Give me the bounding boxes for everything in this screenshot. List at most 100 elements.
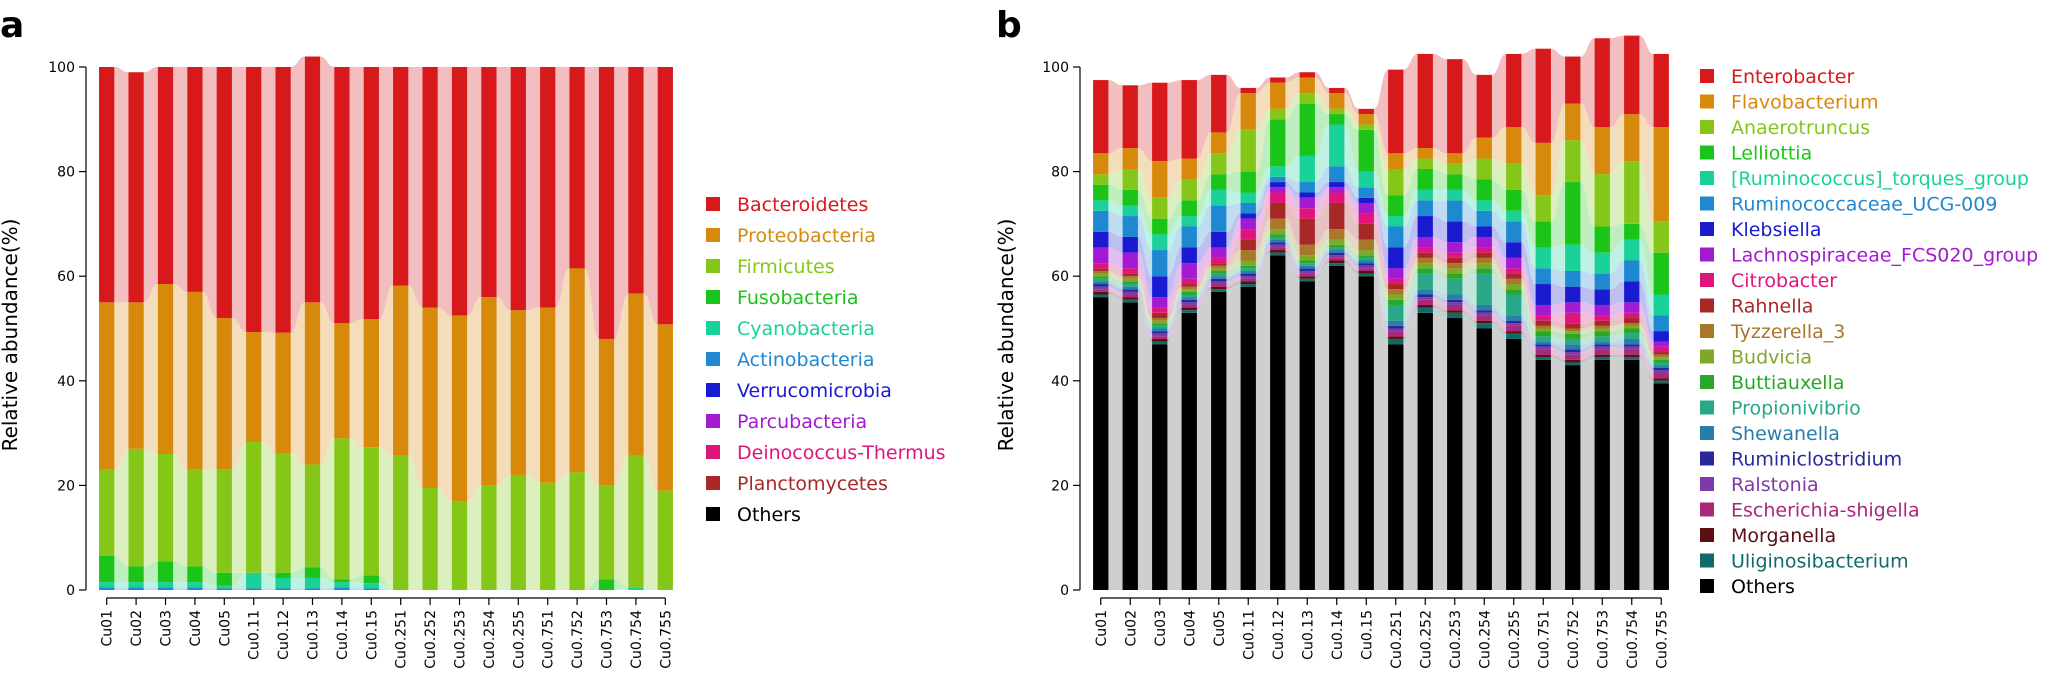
flow-band	[1580, 328, 1595, 334]
flow-band	[1521, 278, 1536, 329]
flow-band	[231, 572, 247, 589]
bar-segment-actinobacteria	[246, 588, 262, 590]
bar-segment-escherichia-shigella	[1565, 354, 1581, 360]
bar-segment-lelliottia	[1417, 168, 1433, 190]
flow-band	[1344, 257, 1359, 271]
bar-segment-citrobacter	[1535, 315, 1551, 321]
bar-segment--ruminococcus-torques-group	[1506, 210, 1522, 222]
bar-segment-ruminiclostridium	[1388, 325, 1404, 329]
flow-band	[1167, 278, 1182, 313]
bar-segment-buttiauxella	[1565, 333, 1581, 339]
flow-band	[1137, 268, 1153, 313]
bar-segment-anaerotruncus	[1299, 93, 1315, 104]
flow-band	[1314, 260, 1330, 279]
bar-segment-budvicia	[1417, 263, 1433, 269]
flow-band	[143, 561, 158, 583]
flow-band	[349, 587, 364, 590]
bar-segment-lachnospiraceae-fcs020-group	[1565, 302, 1581, 313]
flow-band	[1639, 260, 1654, 332]
bar-segment-anaerotruncus	[1594, 174, 1610, 227]
bar-segment-lelliottia	[1594, 226, 1610, 253]
x-tick-label: Cu0.15	[1359, 610, 1375, 660]
flow-band	[1580, 270, 1595, 290]
bar-segment-ruminococcaceae-ucg-009	[1299, 182, 1315, 193]
bar-segment-klebsiella	[1181, 247, 1197, 264]
x-tick-label: Cu03	[159, 610, 175, 646]
x-axis: Cu01 Cu02 Cu03 Cu04 Cu05 Cu0.11 Cu0.12 Cu0.13 Cu…	[1094, 597, 1670, 669]
bar-segment-ruminococcaceae-ucg-009	[1388, 226, 1404, 248]
flow-band	[1344, 229, 1359, 251]
legend-swatch	[706, 228, 720, 242]
flow-band	[1639, 325, 1654, 360]
flow-band	[1521, 294, 1536, 342]
bar-segment-ralstonia	[1506, 323, 1522, 326]
flow-band	[173, 582, 188, 588]
flow-band	[643, 587, 658, 590]
flow-band	[1462, 304, 1477, 321]
flow-band	[1373, 114, 1389, 169]
bar-segment-ralstonia	[1447, 302, 1463, 305]
flow-band	[1226, 239, 1241, 266]
bar-segment--ruminococcus-torques-group	[1270, 166, 1286, 177]
flow-band	[1550, 331, 1566, 339]
bar-segment-bacteroidetes	[275, 67, 291, 333]
flow-band	[1373, 197, 1389, 269]
flow-band	[1344, 265, 1359, 590]
legend-swatch	[1700, 477, 1714, 491]
flow-band	[1226, 74, 1241, 133]
bar-segment-rahnella	[1447, 257, 1463, 264]
bar-segment-propionivibrio	[1476, 273, 1492, 305]
flow-band	[1609, 328, 1625, 337]
bar-segment-tyzzerella-3	[1122, 276, 1138, 279]
bar-segment-rahnella	[1181, 284, 1197, 287]
flow-band	[1196, 263, 1212, 287]
bar-segment-actinobacteria	[216, 588, 232, 590]
flow-band	[1491, 53, 1507, 138]
bar-segment-actinobacteria	[157, 587, 174, 590]
flow-band	[114, 448, 129, 567]
flow-band	[202, 566, 217, 586]
bar-segment-shewanella	[1624, 338, 1640, 345]
x-tick-label: Cu0.755	[658, 610, 674, 669]
bar-segment-proteobacteria	[510, 310, 526, 475]
flow-band	[1491, 323, 1507, 339]
flow-band	[1521, 127, 1536, 196]
bar-segment-escherichia-shigella	[1653, 372, 1669, 379]
flow-band	[320, 567, 335, 583]
flow-band	[1344, 255, 1359, 269]
flow-band	[1137, 276, 1153, 321]
legend-item: Ralstonia	[1700, 474, 1819, 496]
bar-segment-tyzzerella-3	[1447, 263, 1463, 269]
flow-band	[1550, 244, 1566, 271]
x-tick-label: Cu0.254	[1477, 610, 1493, 669]
bar-segment-propionivibrio	[1417, 273, 1433, 290]
legend-item: Buttiauxella	[1700, 372, 1845, 394]
x-tick-label: Cu0.253	[453, 610, 469, 669]
bar-segment-ruminococcaceae-ucg-009	[1476, 210, 1492, 227]
bar-segment-morganella	[1447, 310, 1463, 313]
flow-band	[1491, 268, 1507, 295]
bar-segment-escherichia-shigella	[1535, 349, 1551, 355]
flow-band	[1373, 124, 1389, 196]
flow-band	[1226, 270, 1241, 279]
flow-band	[1196, 286, 1212, 311]
bar-segment-fusobacteria	[128, 566, 144, 583]
bar-segment-buttiauxella	[1211, 270, 1227, 274]
bar-segment-enterobacter	[1122, 85, 1138, 149]
bar-segment-others	[1565, 365, 1581, 590]
flow-band	[1344, 260, 1359, 274]
bar-segment-firmicutes	[275, 452, 291, 573]
bar-segment-uliginosibacterium	[1535, 357, 1551, 360]
flow-band	[143, 582, 158, 588]
bar-segment-flavobacterium	[1565, 103, 1581, 141]
bar-segment-morganella	[1093, 291, 1109, 295]
flow-band	[143, 587, 158, 590]
bar-segment--ruminococcus-torques-group	[1447, 189, 1463, 201]
x-tick-label: Cu0.13	[1300, 610, 1316, 660]
flow-band	[1373, 265, 1389, 332]
legend-swatch	[1700, 451, 1714, 466]
bar-segment-others	[1624, 359, 1640, 590]
bar-segment-firmicutes	[540, 482, 556, 590]
bar-segment-uliginosibacterium	[1506, 333, 1522, 339]
bar-segment-others	[1299, 281, 1315, 590]
